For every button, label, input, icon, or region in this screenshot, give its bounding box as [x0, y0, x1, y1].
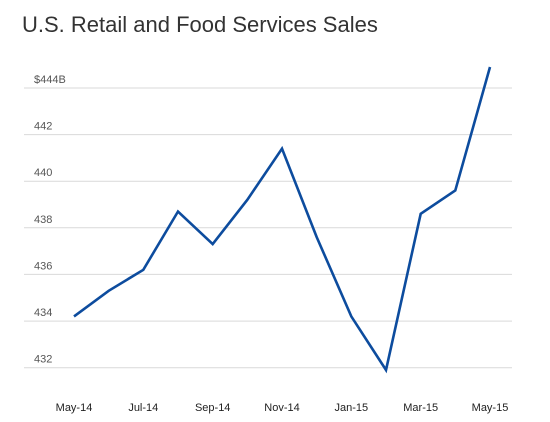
x-tick-label: Sep-14 — [195, 402, 230, 414]
x-tick-label: May-14 — [56, 402, 93, 414]
gridlines — [24, 87, 512, 369]
y-tick-label: 442 — [34, 121, 52, 133]
y-tick-label: 432 — [34, 354, 52, 366]
series-line — [73, 66, 492, 374]
x-tick-label: Jan-15 — [334, 402, 368, 414]
chart-title: U.S. Retail and Food Services Sales — [22, 12, 378, 37]
y-tick-label: 440 — [34, 167, 52, 179]
y-axis-tick-labels: 432 434 436 438 440 442 $444B — [34, 74, 66, 366]
y-tick-label: 438 — [34, 214, 52, 226]
x-tick-label: Mar-15 — [403, 402, 438, 414]
y-tick-label: $444B — [34, 74, 66, 86]
y-tick-label: 436 — [34, 260, 52, 272]
x-axis-tick-labels: May-14 Jul-14 Sep-14 Nov-14 Jan-15 Mar-15 May-… — [56, 402, 509, 414]
y-tick-label: 434 — [34, 307, 52, 319]
series-group — [73, 66, 492, 374]
x-tick-label: Nov-14 — [264, 402, 299, 414]
x-tick-label: Jul-14 — [128, 402, 158, 414]
x-tick-label: May-15 — [472, 402, 509, 414]
